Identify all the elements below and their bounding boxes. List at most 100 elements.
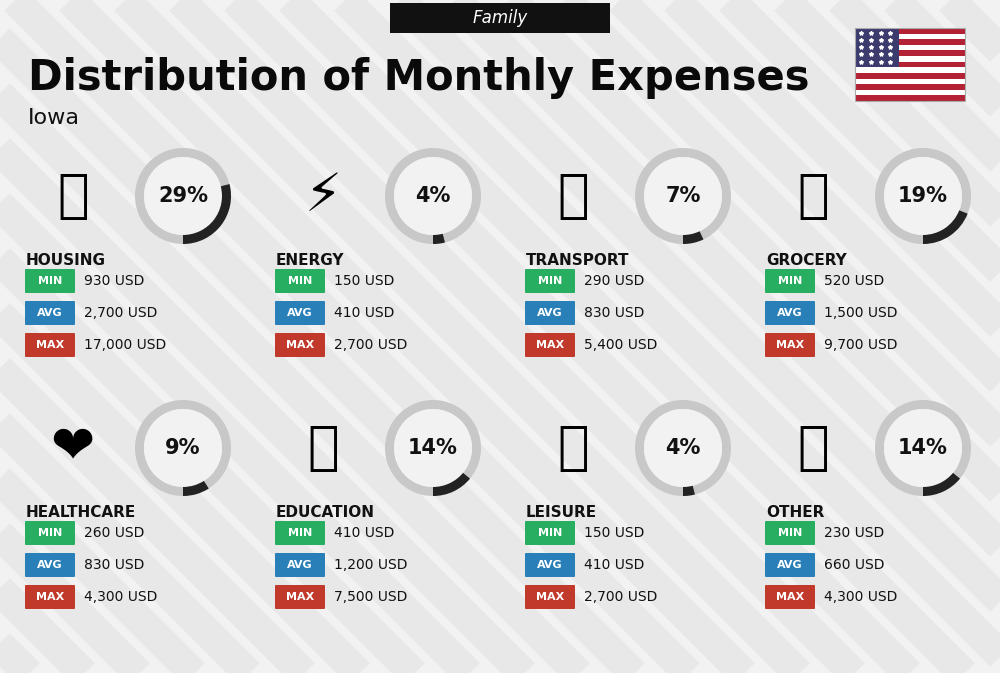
Wedge shape — [683, 232, 703, 244]
Text: Distribution of Monthly Expenses: Distribution of Monthly Expenses — [28, 57, 810, 99]
FancyBboxPatch shape — [855, 90, 965, 96]
Text: 410 USD: 410 USD — [584, 558, 644, 572]
FancyBboxPatch shape — [855, 62, 965, 67]
Text: AVG: AVG — [777, 560, 803, 570]
Text: MIN: MIN — [538, 276, 562, 286]
Text: LEISURE: LEISURE — [526, 505, 597, 520]
Text: ENERGY: ENERGY — [276, 253, 344, 268]
Wedge shape — [433, 234, 445, 244]
Circle shape — [394, 157, 472, 235]
FancyBboxPatch shape — [525, 269, 575, 293]
FancyBboxPatch shape — [275, 553, 325, 577]
Text: MAX: MAX — [536, 340, 564, 350]
Text: 930 USD: 930 USD — [84, 274, 144, 288]
Text: 4%: 4% — [415, 186, 451, 206]
Text: 4,300 USD: 4,300 USD — [84, 590, 157, 604]
Text: 1,500 USD: 1,500 USD — [824, 306, 898, 320]
Text: 260 USD: 260 USD — [84, 526, 144, 540]
Text: ⚡: ⚡ — [304, 170, 342, 222]
Text: AVG: AVG — [777, 308, 803, 318]
FancyBboxPatch shape — [525, 333, 575, 357]
Wedge shape — [635, 148, 731, 244]
FancyBboxPatch shape — [275, 333, 325, 357]
Text: 1,200 USD: 1,200 USD — [334, 558, 408, 572]
Wedge shape — [385, 148, 481, 244]
FancyBboxPatch shape — [525, 553, 575, 577]
FancyBboxPatch shape — [390, 3, 610, 33]
Text: AVG: AVG — [37, 308, 63, 318]
Text: 💰: 💰 — [797, 422, 829, 474]
Text: 660 USD: 660 USD — [824, 558, 885, 572]
Text: 7,500 USD: 7,500 USD — [334, 590, 407, 604]
FancyBboxPatch shape — [25, 269, 75, 293]
Text: Iowa: Iowa — [28, 108, 80, 128]
Text: EDUCATION: EDUCATION — [276, 505, 375, 520]
Text: 9%: 9% — [165, 438, 201, 458]
Text: TRANSPORT: TRANSPORT — [526, 253, 630, 268]
Text: AVG: AVG — [287, 560, 313, 570]
Circle shape — [644, 157, 722, 235]
Text: 🚌: 🚌 — [557, 170, 589, 222]
FancyBboxPatch shape — [765, 269, 815, 293]
FancyBboxPatch shape — [765, 585, 815, 609]
FancyBboxPatch shape — [275, 301, 325, 325]
Text: 14%: 14% — [898, 438, 948, 458]
FancyBboxPatch shape — [275, 521, 325, 545]
FancyBboxPatch shape — [525, 521, 575, 545]
Text: MAX: MAX — [776, 340, 804, 350]
Wedge shape — [135, 400, 231, 496]
Text: 410 USD: 410 USD — [334, 306, 394, 320]
Circle shape — [144, 157, 222, 235]
Text: 14%: 14% — [408, 438, 458, 458]
Text: AVG: AVG — [537, 560, 563, 570]
Circle shape — [394, 409, 472, 487]
FancyBboxPatch shape — [25, 585, 75, 609]
FancyBboxPatch shape — [855, 34, 965, 39]
FancyBboxPatch shape — [25, 333, 75, 357]
Text: 2,700 USD: 2,700 USD — [84, 306, 157, 320]
FancyBboxPatch shape — [855, 84, 965, 90]
Text: MIN: MIN — [38, 276, 62, 286]
Text: MAX: MAX — [536, 592, 564, 602]
Text: 9,700 USD: 9,700 USD — [824, 338, 898, 352]
Text: 830 USD: 830 USD — [84, 558, 144, 572]
FancyBboxPatch shape — [25, 301, 75, 325]
Wedge shape — [923, 473, 960, 496]
Text: 150 USD: 150 USD — [334, 274, 394, 288]
Text: MIN: MIN — [538, 528, 562, 538]
Text: 4,300 USD: 4,300 USD — [824, 590, 897, 604]
Text: MIN: MIN — [778, 276, 802, 286]
Text: OTHER: OTHER — [766, 505, 824, 520]
FancyBboxPatch shape — [25, 521, 75, 545]
FancyBboxPatch shape — [275, 269, 325, 293]
Text: 5,400 USD: 5,400 USD — [584, 338, 657, 352]
Text: HOUSING: HOUSING — [26, 253, 106, 268]
Wedge shape — [683, 486, 695, 496]
Text: MIN: MIN — [38, 528, 62, 538]
Wedge shape — [433, 473, 470, 496]
Text: 150 USD: 150 USD — [584, 526, 644, 540]
Text: MIN: MIN — [288, 276, 312, 286]
Circle shape — [884, 409, 962, 487]
FancyBboxPatch shape — [855, 39, 965, 45]
FancyBboxPatch shape — [765, 301, 815, 325]
Wedge shape — [183, 481, 209, 496]
Text: 17,000 USD: 17,000 USD — [84, 338, 166, 352]
FancyBboxPatch shape — [765, 521, 815, 545]
Text: 29%: 29% — [158, 186, 208, 206]
Text: 230 USD: 230 USD — [824, 526, 884, 540]
Wedge shape — [875, 148, 971, 244]
FancyBboxPatch shape — [525, 301, 575, 325]
FancyBboxPatch shape — [275, 585, 325, 609]
Text: 290 USD: 290 USD — [584, 274, 644, 288]
Text: AVG: AVG — [287, 308, 313, 318]
Text: HEALTHCARE: HEALTHCARE — [26, 505, 136, 520]
FancyBboxPatch shape — [25, 553, 75, 577]
Text: 4%: 4% — [665, 438, 701, 458]
Text: GROCERY: GROCERY — [766, 253, 847, 268]
Circle shape — [884, 157, 962, 235]
Text: MAX: MAX — [286, 592, 314, 602]
FancyBboxPatch shape — [765, 333, 815, 357]
Text: 🛒: 🛒 — [797, 170, 829, 222]
FancyBboxPatch shape — [855, 28, 899, 67]
